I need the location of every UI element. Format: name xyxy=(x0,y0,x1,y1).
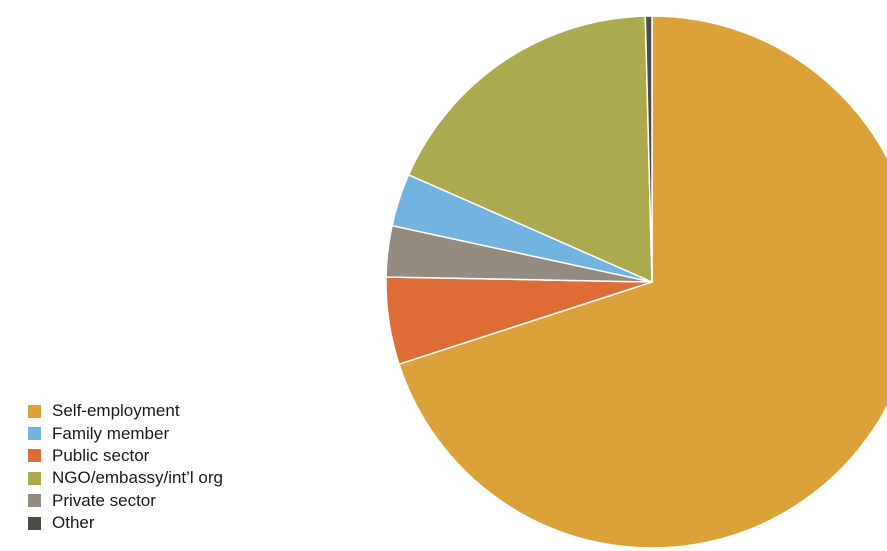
legend-item-public-sector: Public sector xyxy=(28,445,223,467)
legend-item-private-sector: Private sector xyxy=(28,490,223,512)
legend-label-self-employment: Self-employment xyxy=(52,401,180,421)
legend-item-self-employment: Self-employment xyxy=(28,400,223,422)
legend-swatch-other xyxy=(28,516,41,530)
legend-label-private-sector: Private sector xyxy=(52,490,156,510)
legend-label-public-sector: Public sector xyxy=(52,445,150,465)
legend-swatch-family-member xyxy=(28,427,41,441)
pie-slice-other xyxy=(644,15,653,283)
legend-swatch-ngo-embassy-intl-org xyxy=(28,471,41,485)
legend-label-family-member: Family member xyxy=(52,423,170,443)
legend-swatch-public-sector xyxy=(28,449,41,463)
legend-swatch-private-sector xyxy=(28,494,41,508)
legend-label-ngo-embassy-intl-org: NGO/embassy/int’l org xyxy=(52,468,223,488)
pie-slice-ngo-embassy-int-l-org xyxy=(407,15,653,283)
legend-item-ngo-embassy-intl-org: NGO/embassy/int’l org xyxy=(28,467,223,489)
legend-item-family-member: Family member xyxy=(28,422,223,444)
legend-item-other: Other xyxy=(28,512,223,534)
legend-swatch-self-employment xyxy=(28,404,41,418)
legend-label-other: Other xyxy=(52,513,95,533)
chart-legend: Self-employment Family member Public sec… xyxy=(28,400,223,534)
pie-slice-self-employment xyxy=(398,15,887,549)
